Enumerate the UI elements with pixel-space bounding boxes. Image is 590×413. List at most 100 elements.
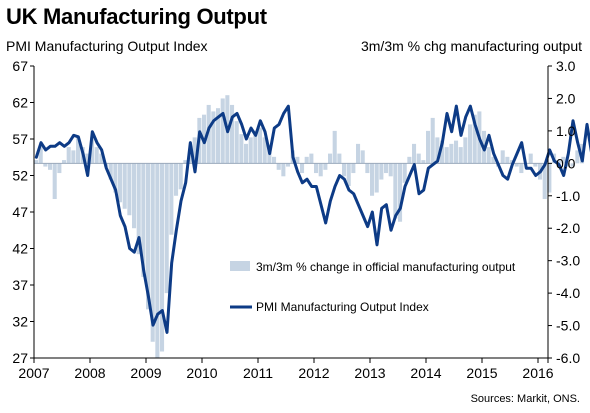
x-tick-label: 2008: [74, 365, 105, 381]
bar: [505, 156, 510, 164]
bar: [281, 163, 286, 177]
bar: [370, 163, 375, 196]
right-tick-label: -3.0: [556, 253, 580, 269]
bar: [337, 153, 342, 164]
bar: [38, 147, 43, 164]
bar: [547, 163, 552, 193]
bar: [444, 147, 449, 164]
bar: [220, 98, 225, 164]
bar: [71, 150, 76, 164]
bar: [206, 104, 211, 164]
x-tick-label: 2010: [186, 365, 217, 381]
bar: [374, 163, 379, 193]
x-tick-label: 2016: [522, 365, 553, 381]
x-tick-label: 2011: [243, 365, 273, 381]
bar: [570, 163, 575, 167]
left-tick-label: 42: [12, 241, 28, 257]
bar: [192, 137, 197, 164]
bar: [519, 163, 524, 174]
bar: [435, 137, 440, 164]
right-tick-label: -2.0: [556, 220, 580, 236]
legend-swatch-bar: [230, 261, 250, 271]
bar: [85, 153, 90, 164]
bar: [113, 163, 118, 193]
bar: [248, 137, 253, 164]
x-tick-label: 2012: [298, 365, 329, 381]
bar: [360, 150, 365, 164]
right-tick-label: -5.0: [556, 318, 580, 334]
bar: [309, 153, 314, 164]
bar: [458, 147, 463, 164]
bar: [342, 163, 347, 177]
bar: [384, 163, 389, 174]
chart-title: UK Manufacturing Output: [6, 4, 267, 29]
bar: [122, 163, 127, 209]
bar: [300, 163, 305, 174]
bar: [566, 163, 571, 167]
bar: [43, 163, 48, 167]
bar: [468, 124, 473, 164]
bar: [258, 127, 263, 164]
bar: [141, 163, 146, 277]
legend-label-bar: 3m/3m % change in official manufacturing…: [256, 260, 516, 274]
bar: [34, 160, 39, 164]
bar: [416, 153, 421, 164]
bar: [402, 163, 407, 183]
bar: [276, 163, 281, 170]
bar: [314, 163, 319, 174]
bar: [52, 163, 57, 200]
left-tick-label: 27: [12, 350, 28, 366]
bar: [94, 147, 99, 164]
bar: [155, 163, 160, 358]
bar: [62, 160, 67, 164]
bar: [556, 160, 561, 164]
bar: [164, 163, 169, 294]
bar: [244, 143, 249, 164]
bar: [454, 140, 459, 164]
bar: [491, 156, 496, 164]
bar: [267, 147, 272, 164]
bar: [183, 160, 188, 164]
bar: [132, 163, 137, 229]
bar-series: [34, 95, 585, 358]
bar: [160, 163, 165, 352]
bar: [76, 137, 81, 164]
bar: [430, 117, 435, 164]
bar: [286, 163, 291, 167]
bar: [169, 163, 174, 235]
right-axis-label: 3m/3m % chg manufacturing output: [360, 38, 582, 54]
left-tick-label: 62: [12, 95, 28, 111]
bar: [421, 160, 426, 164]
bar: [150, 163, 155, 342]
bar: [108, 163, 113, 180]
bar: [365, 163, 370, 174]
left-tick-label: 52: [12, 168, 28, 184]
left-axis-label: PMI Manufacturing Output Index: [6, 38, 208, 54]
bar: [542, 163, 547, 200]
bar: [440, 140, 445, 164]
bar: [351, 163, 356, 174]
bar: [304, 156, 309, 164]
bar: [463, 137, 468, 164]
bar: [230, 104, 235, 164]
bar: [412, 143, 417, 164]
x-tick-label: 2009: [130, 365, 161, 381]
x-tick-label: 2013: [354, 365, 385, 381]
bar: [472, 114, 477, 164]
bar: [239, 134, 244, 164]
bar: [500, 150, 505, 164]
axes: 67 62 57 52 47 42 37 32 27 3.0 2.0 1.0 0.0 -1.0 -2.0 -3…: [12, 58, 580, 381]
bar: [127, 163, 132, 216]
bar: [356, 143, 361, 164]
legend: 3m/3m % change in official manufacturing…: [230, 260, 516, 314]
bar: [486, 147, 491, 164]
bar: [561, 156, 566, 164]
bar: [332, 130, 337, 164]
pmi-line: [34, 104, 590, 334]
source-note: Sources: Markit, ONS.: [470, 393, 580, 405]
left-tick-label: 67: [12, 58, 28, 74]
bar: [393, 163, 398, 219]
bar: [318, 163, 323, 177]
left-tick-label: 47: [12, 204, 28, 220]
